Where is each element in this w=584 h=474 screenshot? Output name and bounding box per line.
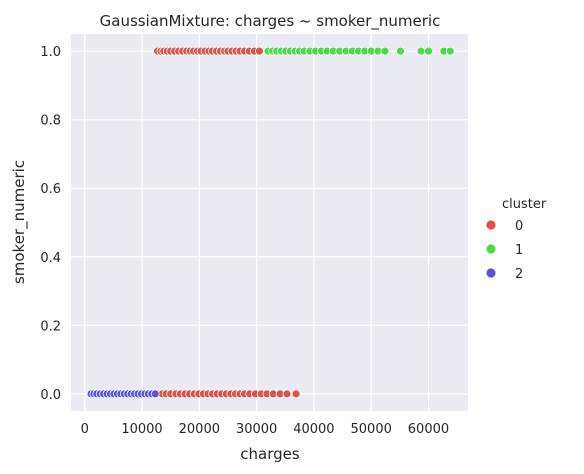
y-tick-label: 1.0 bbox=[40, 45, 61, 60]
data-points bbox=[86, 46, 455, 399]
legend: cluster 0 1 2 bbox=[485, 197, 547, 282]
legend-label-cluster-2: 2 bbox=[515, 267, 523, 282]
data-point-cluster-0 bbox=[255, 46, 264, 56]
chart-title: GaussianMixture: charges ~ smoker_numeri… bbox=[100, 12, 441, 31]
x-tick-label: 30000 bbox=[236, 422, 277, 437]
x-axis-ticks: 0 10000 20000 30000 40000 50000 60000 bbox=[81, 422, 450, 437]
data-point-cluster-1 bbox=[380, 46, 390, 56]
data-point-cluster-0 bbox=[291, 389, 301, 399]
x-tick-label: 60000 bbox=[408, 422, 449, 437]
data-point-cluster-0 bbox=[282, 389, 292, 399]
legend-marker-cluster-1 bbox=[485, 243, 497, 255]
y-tick-label: 0.4 bbox=[40, 251, 61, 266]
legend-marker-cluster-0 bbox=[485, 219, 497, 231]
x-tick-label: 50000 bbox=[351, 422, 392, 437]
data-point-cluster-2 bbox=[150, 389, 160, 399]
legend-label-cluster-0: 0 bbox=[515, 219, 523, 234]
plot-area bbox=[71, 34, 468, 411]
x-tick-label: 20000 bbox=[179, 422, 220, 437]
y-tick-label: 0.0 bbox=[40, 388, 61, 403]
y-axis-ticks: 0.0 0.2 0.4 0.6 0.8 1.0 bbox=[40, 45, 61, 403]
legend-marker-cluster-2 bbox=[485, 267, 497, 279]
x-tick-label: 10000 bbox=[121, 422, 162, 437]
y-tick-label: 0.6 bbox=[40, 182, 61, 197]
y-tick-label: 0.2 bbox=[40, 319, 61, 334]
legend-label-cluster-1: 1 bbox=[515, 243, 523, 258]
x-tick-label: 40000 bbox=[293, 422, 334, 437]
data-point-cluster-1 bbox=[424, 46, 433, 56]
data-point-cluster-1 bbox=[416, 46, 426, 56]
x-axis-label: charges bbox=[240, 445, 300, 463]
x-tick-label: 0 bbox=[81, 422, 89, 437]
data-point-cluster-1 bbox=[445, 46, 455, 56]
y-tick-label: 0.8 bbox=[40, 114, 61, 129]
legend-title: cluster bbox=[502, 197, 547, 212]
data-point-cluster-1 bbox=[396, 46, 405, 56]
y-axis-label: smoker_numeric bbox=[10, 160, 29, 284]
